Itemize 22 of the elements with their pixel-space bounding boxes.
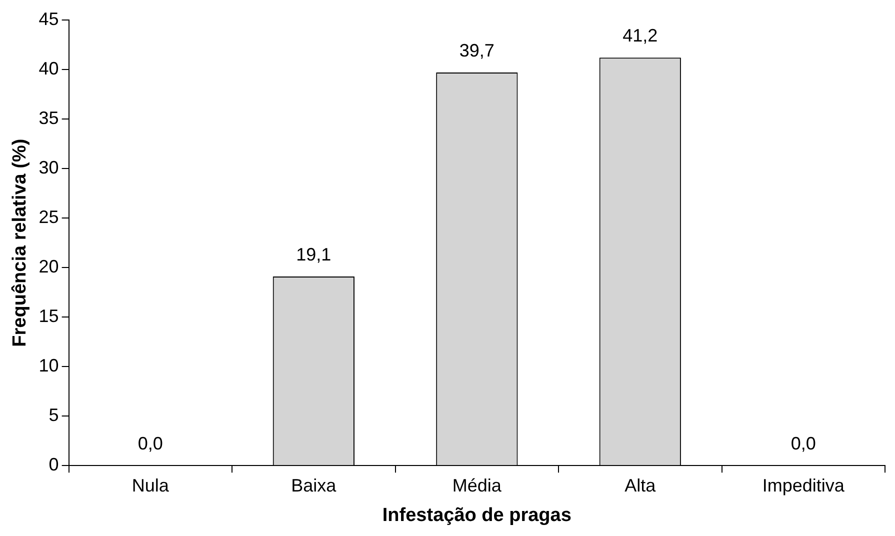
x-tick-label: Média xyxy=(452,475,502,496)
y-axis-title: Frequência relativa (%) xyxy=(10,138,31,347)
y-tick-label: 35 xyxy=(38,108,59,128)
y-tick-label: 0 xyxy=(48,454,59,475)
x-tick-label: Impeditiva xyxy=(762,475,846,496)
data-label: 19,1 xyxy=(296,244,332,264)
data-label: 41,2 xyxy=(622,26,658,46)
y-tick-label: 25 xyxy=(38,207,59,228)
y-tick-label: 15 xyxy=(38,306,59,326)
y-tick-label: 45 xyxy=(38,8,59,29)
y-tick-label: 5 xyxy=(48,405,59,426)
x-tick-label: Alta xyxy=(624,475,657,496)
x-tick-label: Baixa xyxy=(291,475,338,496)
y-tick-label: 40 xyxy=(38,58,59,78)
data-label: 0,0 xyxy=(790,434,816,454)
data-label: 0,0 xyxy=(138,434,163,454)
y-tick-label: 10 xyxy=(38,356,59,376)
y-tick-label: 20 xyxy=(38,256,59,277)
y-tick-label: 30 xyxy=(38,158,59,178)
data-label: 39,7 xyxy=(459,40,494,60)
x-axis-title: Infestação de pragas xyxy=(382,504,572,526)
x-tick-label: Nula xyxy=(132,475,170,496)
